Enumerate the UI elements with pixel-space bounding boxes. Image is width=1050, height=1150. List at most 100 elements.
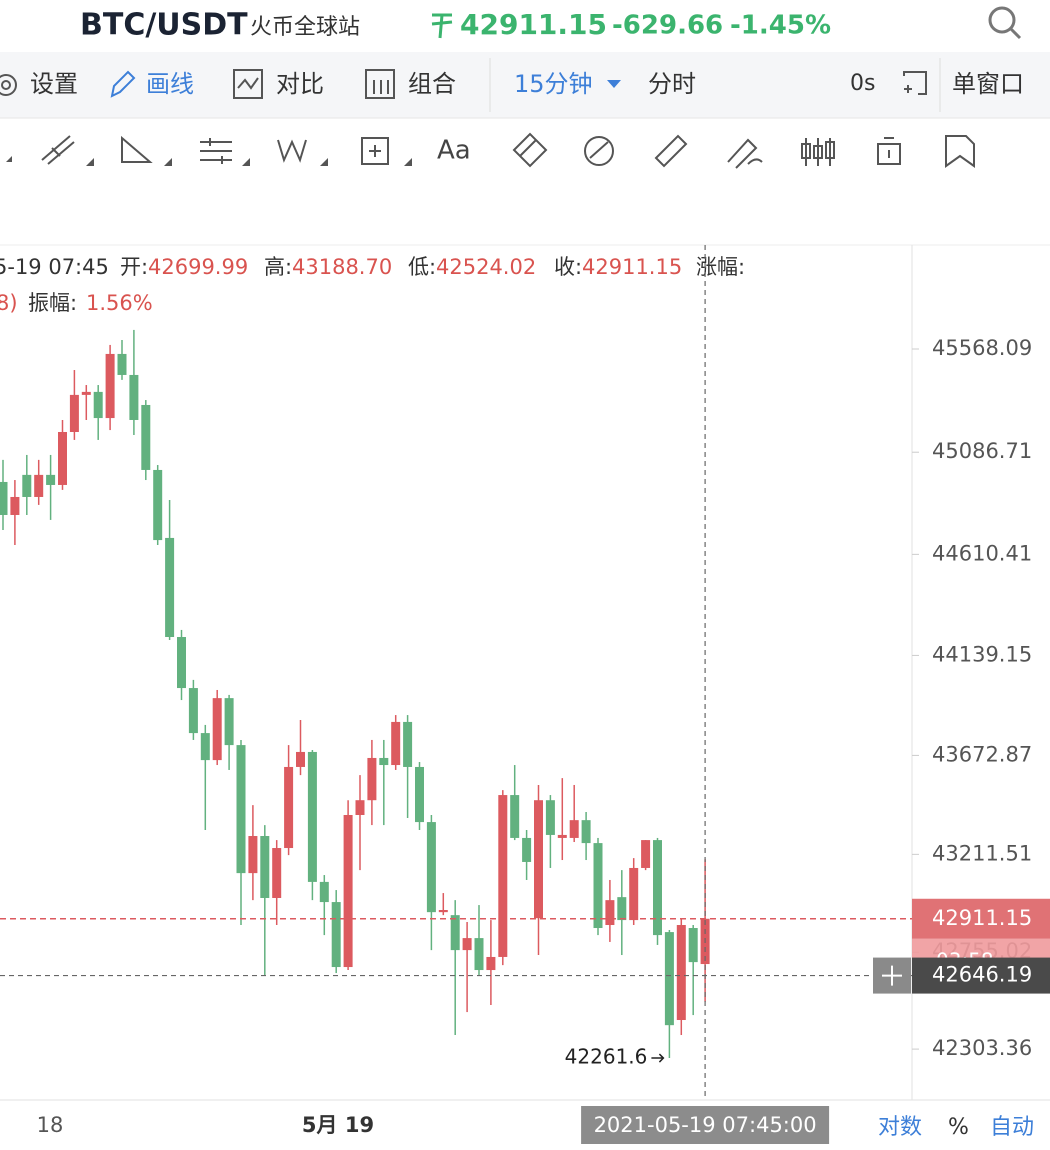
settings-button[interactable]: 设置 xyxy=(0,70,78,98)
candle-body xyxy=(260,836,270,898)
scale-button[interactable]: 对数 xyxy=(878,1115,922,1140)
candle-body xyxy=(569,820,579,838)
candle-body xyxy=(403,721,413,767)
candle-body xyxy=(117,353,127,375)
exchange: 火币全球站 xyxy=(250,15,360,40)
candle-body xyxy=(367,757,377,801)
candle-body xyxy=(343,815,353,968)
timeshare-button[interactable]: 分时 xyxy=(648,70,696,98)
candle-body xyxy=(319,881,329,903)
scale-button[interactable]: 自动 xyxy=(990,1115,1034,1140)
candle-body xyxy=(284,766,294,849)
candle-body xyxy=(593,843,603,929)
candle-body xyxy=(153,469,163,541)
crosshair-time: 2021-05-19 07:45:00 xyxy=(594,1113,817,1137)
candle-body xyxy=(165,537,175,638)
candle-body xyxy=(545,800,555,835)
candle-body xyxy=(129,374,139,420)
info-value: 8) xyxy=(0,291,18,315)
crosshair-price-label: 42646.19 xyxy=(932,963,1032,987)
toolbar-item: 设置 xyxy=(30,70,78,98)
x-tick-label: 5月 19 xyxy=(302,1113,374,1137)
search-button[interactable] xyxy=(988,6,1022,40)
countdown-setting[interactable]: 0s xyxy=(850,71,875,96)
info-label: 开: xyxy=(120,255,148,279)
candle-body xyxy=(415,766,424,823)
window-button[interactable]: 单窗口 xyxy=(952,70,1024,98)
candle-body xyxy=(355,800,365,815)
candle-body xyxy=(426,822,436,913)
y-tick-label: 43211.51 xyxy=(932,841,1032,865)
candle-body xyxy=(272,848,282,898)
candle-body xyxy=(69,394,79,432)
ohlc-info: 5-19 07:45 开: 42699.99 高: 43188.70 低: 42… xyxy=(0,255,745,315)
candle-body xyxy=(522,837,532,862)
y-tick-label: 43672.87 xyxy=(932,742,1032,766)
add-order-button[interactable] xyxy=(873,957,911,994)
toolbar-item: 画线 xyxy=(146,70,194,98)
compare-button[interactable]: 对比 xyxy=(233,69,324,99)
candle-body xyxy=(141,404,151,470)
candle-body xyxy=(177,637,186,689)
info-value: 42699.99 xyxy=(148,255,248,279)
candle-body xyxy=(212,698,222,761)
candle-body xyxy=(0,481,8,515)
candle-body xyxy=(10,496,20,515)
y-tick-label: 45086.71 xyxy=(932,439,1032,463)
info-value: 43188.70 xyxy=(292,255,392,279)
last-price-label: 42911.15 xyxy=(932,906,1032,930)
candle-body xyxy=(379,757,389,766)
candle-body xyxy=(534,800,543,919)
interval: 15分钟 xyxy=(514,70,593,98)
candle-body xyxy=(224,698,234,746)
candle-body xyxy=(46,474,56,485)
candle-body xyxy=(331,902,341,968)
header-bar xyxy=(0,0,1050,52)
candle-body xyxy=(236,745,246,874)
crosshair-price-box xyxy=(912,957,1050,994)
candle-body xyxy=(664,932,674,1026)
toolbar xyxy=(0,52,1050,118)
symbol: BTC/USDT xyxy=(80,8,248,43)
combine-button[interactable]: 组合 xyxy=(365,69,456,99)
y-tick-label: 44139.15 xyxy=(932,642,1032,666)
low-annotation: 42261.6 xyxy=(565,1045,648,1069)
candle-body xyxy=(605,900,615,926)
info-label: 振幅: xyxy=(28,291,77,315)
interval-select[interactable]: 15分钟 xyxy=(514,70,621,98)
candles xyxy=(0,329,710,1059)
candle-body xyxy=(188,688,198,734)
candle-body xyxy=(93,391,103,419)
candle-body xyxy=(474,938,484,971)
header-change-pct: -1.45% xyxy=(730,11,831,41)
info-value: 42524.02 xyxy=(436,255,536,279)
y-tick-label: 45568.09 xyxy=(932,336,1032,360)
scale-button[interactable]: % xyxy=(948,1115,969,1140)
info-label: 高: xyxy=(264,255,292,279)
header-change: -629.66 xyxy=(612,11,723,41)
draw-button[interactable]: 画线 xyxy=(110,70,194,98)
candle-body xyxy=(391,721,401,766)
candle-body xyxy=(557,834,567,838)
candle-body xyxy=(450,915,460,951)
candle-body xyxy=(629,867,639,921)
candle-body xyxy=(296,751,305,767)
info-value: 42911.15 xyxy=(582,255,682,279)
low-arrow xyxy=(651,1053,665,1063)
plus-icon xyxy=(882,965,902,986)
candle-body xyxy=(688,928,698,963)
info-time: 5-19 07:45 xyxy=(0,255,109,279)
candle-body xyxy=(486,956,496,971)
info-label: 涨幅: xyxy=(696,255,745,279)
candle-body xyxy=(58,431,67,485)
candle-body xyxy=(617,897,627,921)
text-tool[interactable]: Aa xyxy=(437,136,471,166)
add-window-button[interactable] xyxy=(903,71,927,95)
info-value: 1.56% xyxy=(86,291,153,315)
y-tick-label: 42303.36 xyxy=(932,1036,1032,1060)
candle-body xyxy=(200,733,210,761)
info-label: 收: xyxy=(554,255,582,279)
candle-body xyxy=(22,474,32,497)
candle-body xyxy=(105,353,115,419)
